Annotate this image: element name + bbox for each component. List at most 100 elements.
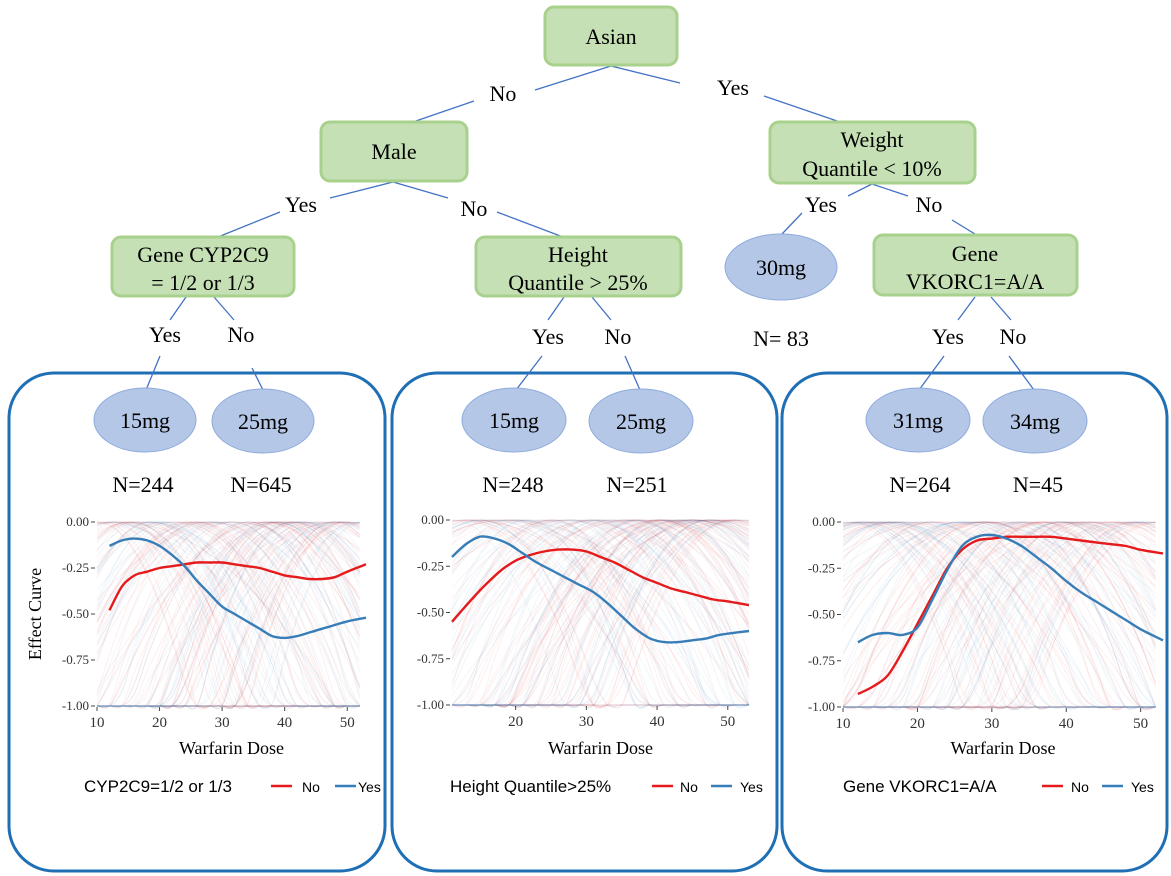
background-curve <box>97 521 360 709</box>
background-curve <box>842 521 1156 711</box>
background-curve <box>452 519 750 709</box>
background-curve <box>843 521 1157 710</box>
background-curve <box>97 521 360 708</box>
background-curve <box>96 521 360 708</box>
background-curve <box>452 519 750 706</box>
tree-edges <box>145 65 1035 391</box>
y-tick-label: -1.00 <box>417 697 444 712</box>
background-curve <box>96 521 360 710</box>
background-curve <box>842 521 1156 709</box>
background-curve <box>97 521 361 709</box>
background-curve <box>843 521 1156 710</box>
background-curve <box>97 521 361 709</box>
background-curve <box>97 521 361 708</box>
y-tick-label: -0.75 <box>808 653 835 668</box>
background-curve <box>97 521 360 709</box>
node-cyp2c9: Gene CYP2C9 = 1/2 or 1/3 <box>110 235 296 298</box>
background-curve <box>843 521 1157 711</box>
background-curve <box>842 521 1156 708</box>
background-curve <box>452 519 750 709</box>
background-curve <box>451 519 750 706</box>
background-curve <box>842 521 1156 708</box>
background-curve <box>96 521 361 709</box>
background-curve <box>451 519 749 708</box>
background-curve <box>452 519 750 707</box>
background-curve <box>451 519 749 707</box>
background-curve <box>96 521 360 708</box>
background-curve <box>451 519 749 707</box>
background-curve <box>451 519 749 709</box>
background-curve <box>451 519 749 709</box>
background-curve <box>96 521 360 709</box>
background-curve <box>452 519 750 706</box>
background-curve <box>843 521 1156 709</box>
background-curve <box>451 519 749 707</box>
background-curve <box>451 519 750 706</box>
edge-label-weight-yes: Yes <box>805 192 837 217</box>
edge-label-cyp-yes: Yes <box>149 322 181 347</box>
node-male: Male <box>319 120 469 183</box>
background-curve <box>451 519 749 709</box>
background-curve <box>451 519 749 709</box>
background-curve <box>843 521 1157 710</box>
background-curve <box>97 521 361 707</box>
background-curve <box>97 521 361 708</box>
background-curve <box>96 521 360 709</box>
background-curve <box>97 521 360 708</box>
background-curve <box>97 521 361 709</box>
leaf-vkorc-no-dose: 34mg <box>1010 409 1060 434</box>
background-curve <box>451 519 750 708</box>
edge-label-weight-no: No <box>916 192 943 217</box>
background-curve <box>452 519 750 708</box>
background-curve <box>451 519 749 708</box>
background-curve <box>843 521 1156 709</box>
background-curve <box>97 521 360 709</box>
background-curve <box>96 521 361 655</box>
y-tick-label: -0.50 <box>62 606 89 621</box>
background-curve <box>452 519 750 707</box>
background-curve <box>96 521 360 709</box>
background-curve <box>451 519 750 708</box>
legend-3-yes-label: Yes <box>1131 779 1154 795</box>
background-curve <box>96 521 361 688</box>
background-curve <box>843 521 1157 709</box>
background-curve <box>97 521 361 708</box>
background-curve <box>451 519 750 671</box>
leaf-cyp-yes-dose: 15mg <box>120 408 170 433</box>
background-curve <box>843 521 1156 710</box>
background-curve <box>842 521 1156 703</box>
background-curve <box>451 519 749 709</box>
background-curve <box>96 521 360 709</box>
leaf-height-no-count: N=251 <box>606 472 667 497</box>
node-weight-line2: Quantile < 10% <box>802 156 942 181</box>
background-curve <box>96 521 360 708</box>
background-curve <box>451 519 749 707</box>
edge-label-vkorc-yes: Yes <box>932 324 964 349</box>
background-curve <box>842 521 1156 710</box>
background-curve <box>97 521 360 709</box>
background-curve <box>96 521 360 709</box>
background-curve <box>843 521 1156 709</box>
background-curve <box>452 519 750 707</box>
background-curve <box>451 519 749 707</box>
background-curve <box>842 521 1156 710</box>
background-curve <box>97 521 361 709</box>
y-tick-label: -0.25 <box>417 558 444 573</box>
background-curve <box>843 521 1156 708</box>
background-curve <box>452 519 750 709</box>
background-curve <box>451 519 750 632</box>
y-tick-label: -0.25 <box>808 560 835 575</box>
background-curve <box>451 519 749 708</box>
background-curve <box>452 519 750 707</box>
background-curve <box>842 521 1156 710</box>
background-curve <box>843 521 1156 709</box>
background-curve <box>451 519 749 708</box>
background-curve <box>842 521 1156 710</box>
background-curve <box>452 519 750 706</box>
panel-3-leaves: 31mg 34mg N=264 N=45 <box>865 387 1088 497</box>
background-curve <box>96 521 361 709</box>
background-curve <box>96 521 360 708</box>
background-curve <box>96 521 360 708</box>
background-curve <box>842 521 1156 709</box>
